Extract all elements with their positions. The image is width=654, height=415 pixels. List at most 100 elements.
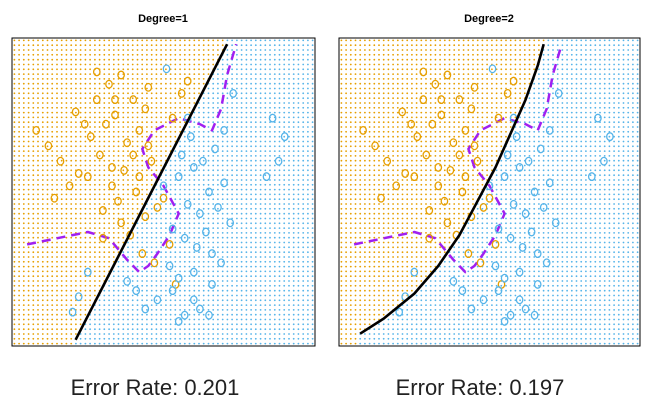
grid-dot	[94, 183, 96, 186]
grid-dot	[150, 121, 153, 124]
grid-dot	[273, 58, 276, 61]
grid-dot	[364, 217, 366, 220]
grid-dot	[311, 198, 314, 201]
grid-dot	[368, 294, 371, 297]
grid-dot	[373, 58, 376, 61]
grid-dot	[387, 63, 390, 66]
grid-dot	[13, 318, 16, 321]
grid-dot	[212, 265, 215, 268]
grid-dot	[155, 68, 158, 71]
grid-dot	[297, 227, 300, 230]
grid-dot	[354, 82, 357, 85]
grid-dot	[37, 241, 39, 244]
grid-dot	[13, 174, 16, 177]
grid-dot	[160, 328, 163, 331]
grid-dot	[56, 289, 58, 292]
orange-point	[102, 119, 110, 129]
grid-dot	[188, 87, 191, 90]
grid-dot	[41, 87, 44, 90]
grid-dot	[236, 342, 238, 345]
grid-dot	[278, 179, 281, 181]
grid-dot	[127, 251, 129, 254]
grid-dot	[368, 236, 371, 239]
grid-dot	[70, 49, 73, 51]
grid-dot	[27, 49, 30, 51]
grid-dot	[122, 232, 125, 234]
grid-dot	[212, 333, 215, 335]
grid-dot	[264, 207, 267, 210]
grid-dot	[112, 53, 115, 56]
grid-dot	[368, 179, 371, 181]
grid-dot	[240, 78, 243, 80]
grid-dot	[345, 232, 347, 234]
grid-dot	[60, 188, 63, 191]
grid-dot	[373, 193, 376, 196]
grid-dot	[193, 207, 196, 210]
grid-dot	[183, 328, 186, 331]
grid-dot	[236, 174, 238, 177]
grid-dot	[183, 169, 186, 172]
grid-dot	[79, 313, 82, 316]
grid-dot	[79, 304, 82, 306]
grid-dot	[122, 342, 125, 345]
grid-dot	[259, 304, 262, 306]
blue-point	[189, 162, 198, 172]
grid-dot	[22, 207, 25, 210]
grid-dot	[155, 217, 158, 220]
grid-dot	[240, 159, 243, 162]
grid-dot	[150, 183, 153, 186]
grid-dot	[117, 145, 120, 148]
grid-dot	[368, 260, 371, 263]
grid-dot	[150, 270, 153, 273]
grid-dot	[22, 44, 25, 47]
grid-dot	[359, 342, 362, 345]
grid-dot	[288, 159, 290, 162]
grid-dot	[245, 78, 248, 80]
grid-dot	[18, 323, 20, 326]
grid-dot	[392, 203, 394, 205]
grid-dot	[345, 260, 347, 263]
grid-dot	[387, 217, 390, 220]
grid-dot	[231, 275, 234, 278]
grid-dot	[198, 236, 200, 239]
grid-dot	[364, 102, 366, 104]
grid-dot	[349, 135, 352, 138]
grid-dot	[165, 217, 167, 220]
grid-dot	[75, 241, 77, 244]
grid-dot	[146, 299, 148, 302]
grid-dot	[217, 284, 219, 287]
grid-dot	[359, 294, 362, 297]
grid-dot	[212, 97, 215, 100]
grid-dot	[283, 251, 286, 254]
grid-dot	[217, 217, 219, 220]
grid-dot	[245, 275, 248, 278]
grid-dot	[84, 188, 87, 191]
grid-dot	[160, 44, 163, 47]
grid-dot	[368, 280, 371, 282]
grid-dot	[212, 193, 215, 196]
grid-dot	[240, 227, 243, 230]
grid-dot	[345, 97, 347, 100]
grid-dot	[155, 333, 158, 335]
grid-dot	[311, 241, 314, 244]
grid-dot	[165, 309, 167, 311]
grid-dot	[302, 183, 305, 186]
grid-dot	[65, 227, 68, 230]
grid-dot	[79, 280, 82, 282]
grid-dot	[198, 92, 200, 95]
grid-dot	[264, 169, 267, 172]
grid-dot	[188, 111, 191, 114]
grid-dot	[273, 140, 276, 143]
grid-dot	[382, 265, 385, 268]
grid-dot	[103, 251, 106, 254]
grid-dot	[183, 111, 186, 114]
grid-dot	[302, 97, 305, 100]
grid-dot	[13, 102, 16, 104]
grid-dot	[250, 265, 253, 268]
grid-dot	[179, 246, 182, 249]
grid-dot	[368, 217, 371, 220]
grid-dot	[283, 260, 286, 263]
grid-dot	[155, 159, 158, 162]
grid-dot	[160, 68, 163, 71]
grid-dot	[297, 82, 300, 85]
